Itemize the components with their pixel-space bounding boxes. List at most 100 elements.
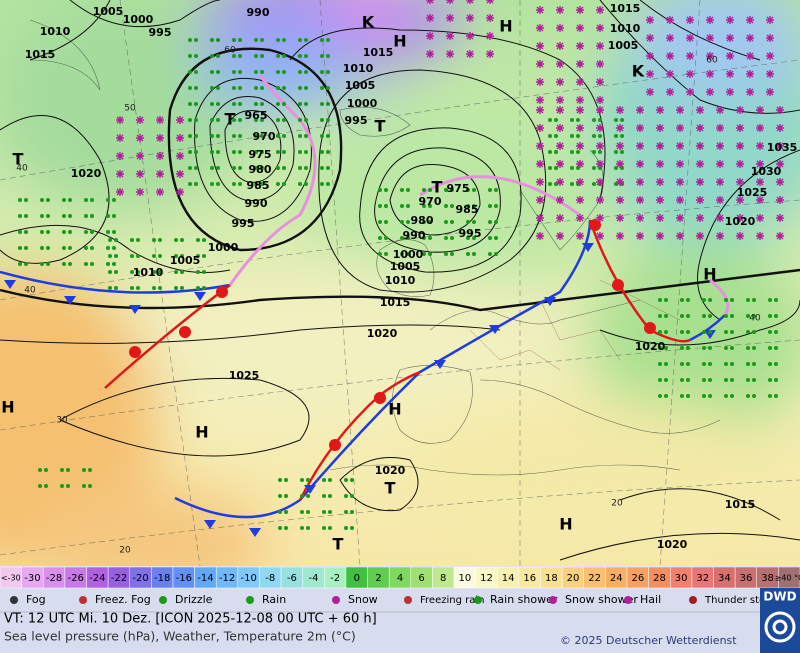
snow-symbol [656,196,664,204]
rain-symbol [284,510,288,514]
scale-label: ≥40 °C [775,574,800,583]
rain-symbol [576,134,580,138]
scale-label: 28 [653,573,666,584]
rain-symbol [202,286,206,290]
rain-symbol [664,330,668,334]
rain-symbol [276,166,280,170]
scale-label: 20 [567,573,580,584]
graticule [0,0,800,566]
isobar-label: 970 [419,195,442,208]
snow-symbol [556,60,564,68]
snow-symbol [746,52,754,60]
rain-symbol [210,70,214,74]
rain-symbol [724,362,728,366]
rain-symbol [488,236,492,240]
snow-symbol [556,96,564,104]
rain-symbol [130,238,134,242]
snow-symbol [716,142,724,150]
isobar [0,268,800,312]
snow-symbol [576,178,584,186]
rain-symbol [114,286,118,290]
snow-symbol [716,196,724,204]
cold-front-pip [489,325,501,334]
rain-symbol [658,362,662,366]
rain-symbol [752,298,756,302]
snow-symbol [776,178,784,186]
isobar-label: 970 [253,130,276,143]
rain-symbol [344,510,348,514]
rain-symbol [90,214,94,218]
legend-icon [624,596,632,604]
rain-symbol [724,298,728,302]
isobar-label: 1020 [375,464,406,477]
rain-symbol [472,220,476,224]
rain-symbol [702,362,706,366]
legend-icon [332,596,340,604]
rain-symbol [658,346,662,350]
rain-symbol [18,198,22,202]
rain-symbol [88,484,92,488]
rain-symbol [60,468,64,472]
snow-symbol [556,24,564,32]
snow-symbol [696,178,704,186]
rain-symbol [152,286,156,290]
snow-symbol [596,24,604,32]
isobar [194,77,312,222]
rain-symbol [768,314,772,318]
rain-symbol [730,346,734,350]
snow-symbol [536,214,544,222]
rain-symbol [40,246,44,250]
scale-label: 32 [696,573,709,584]
rain-symbol [254,38,258,42]
rain-symbol [298,134,302,138]
snow-symbol [596,178,604,186]
rain-symbol [300,478,304,482]
rain-symbol [196,270,200,274]
rain-symbol [378,252,382,256]
snow-symbol [616,160,624,168]
snow-symbol [576,78,584,86]
legend-icon [549,596,557,604]
isobar-label: 1005 [345,79,376,92]
rain-symbol [282,102,286,106]
rain-symbol [320,182,324,186]
rain-symbol [422,204,426,208]
snow-symbol [706,16,714,24]
snow-symbol [536,96,544,104]
dwd-logo: DWD [763,590,796,604]
rain-symbol [282,38,286,42]
snow-symbol [776,232,784,240]
isobar [619,488,781,521]
rain-symbol [112,214,116,218]
legend-label: Fog [26,593,46,606]
rain-symbol [406,252,410,256]
legend-label: Drizzle [175,593,213,606]
rain-symbol [344,494,348,498]
isobar-label: 995 [149,26,172,39]
legend-label: Thunder storm [704,595,779,606]
snow-symbol [596,124,604,132]
snow-symbol [756,106,764,114]
rain-symbol [378,220,382,224]
snow-symbol [736,106,744,114]
rain-symbol [752,330,756,334]
rain-symbol [276,38,280,42]
rain-symbol [254,54,258,58]
rain-symbol [752,394,756,398]
rain-symbol [664,378,668,382]
snow-symbol [726,16,734,24]
rain-symbol [106,214,110,218]
latitude-label: 20 [119,546,131,556]
rain-symbol [210,38,214,42]
scale-label: -28 [46,573,62,584]
rain-symbol [768,298,772,302]
snow-symbol [556,124,564,132]
rain-symbol [108,238,112,242]
rain-symbol [488,188,492,192]
snow-symbol [776,214,784,222]
rain-symbol [278,478,282,482]
snow-symbol [656,214,664,222]
rain-symbol [326,134,330,138]
rain-symbol [44,468,48,472]
snow-symbol [576,6,584,14]
